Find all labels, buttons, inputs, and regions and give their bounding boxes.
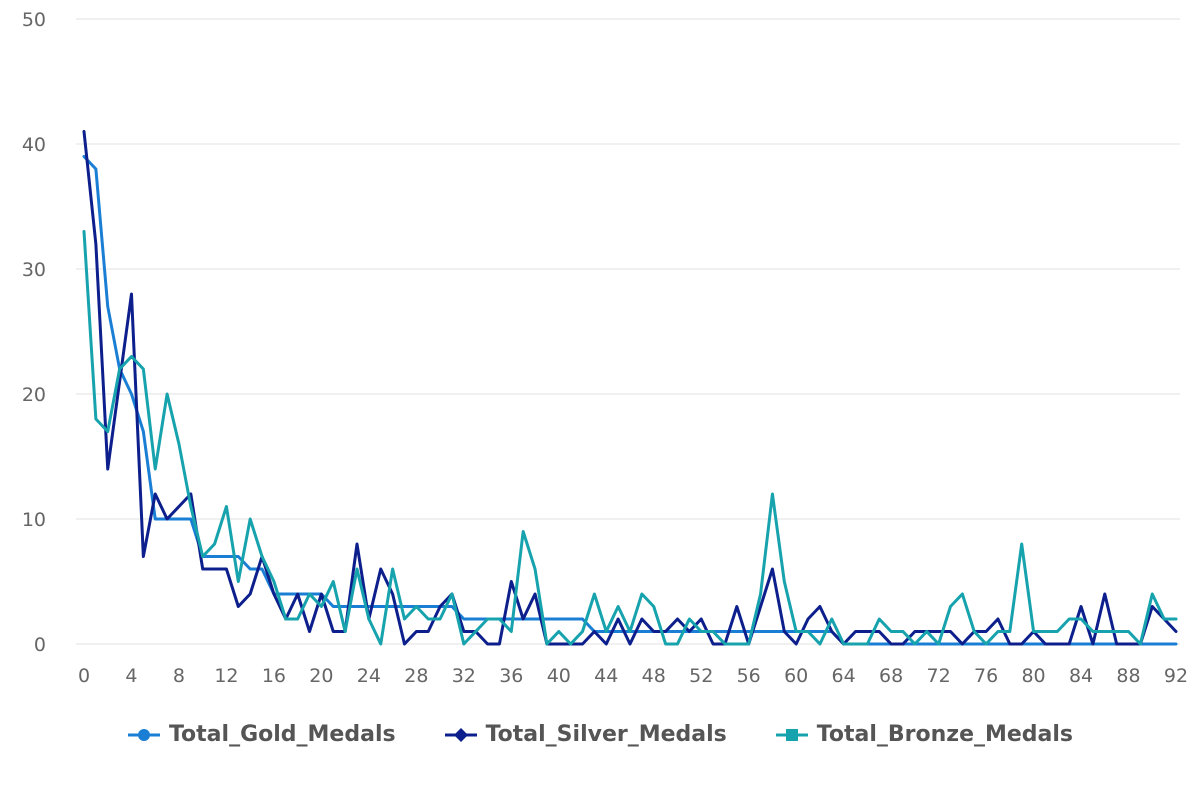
series-line-total-bronze-medals — [82, 230, 1178, 646]
y-tick-label: 20 — [22, 384, 46, 406]
x-tick-label: 48 — [642, 665, 666, 687]
x-tick-label: 60 — [784, 665, 808, 687]
y-tick-label: 0 — [34, 634, 46, 656]
legend-item-total-silver-medals[interactable]: Total_Silver_Medals — [444, 722, 727, 747]
x-tick-label: 16 — [262, 665, 286, 687]
x-tick-label: 68 — [879, 665, 903, 687]
y-axis-ticks: 0 10 20 30 40 50 — [22, 9, 46, 656]
series-line-total-gold-medals — [82, 155, 1178, 646]
legend-item-total-bronze-medals[interactable]: Total_Bronze_Medals — [775, 722, 1073, 747]
series-line-total-silver-medals — [82, 130, 1178, 646]
x-tick-label: 52 — [689, 665, 713, 687]
y-tick-label: 30 — [22, 259, 46, 281]
x-tick-label: 64 — [832, 665, 856, 687]
x-tick-label: 80 — [1021, 665, 1045, 687]
series-layer — [82, 130, 1178, 646]
grid-layer — [76, 18, 1180, 645]
circle-marker-icon — [127, 728, 160, 741]
legend: Total_Gold_Medals Total_Silver_Medals Tota… — [0, 722, 1200, 747]
legend-label: Total_Silver_Medals — [485, 722, 727, 747]
x-tick-label: 4 — [125, 665, 137, 687]
y-tick-label: 40 — [22, 134, 46, 156]
x-tick-label: 36 — [499, 665, 523, 687]
x-tick-label: 32 — [452, 665, 476, 687]
x-tick-label: 0 — [78, 665, 90, 687]
x-tick-label: 56 — [737, 665, 761, 687]
x-tick-label: 88 — [1116, 665, 1140, 687]
diamond-marker-icon — [444, 727, 477, 742]
x-tick-label: 92 — [1164, 665, 1188, 687]
x-tick-label: 8 — [173, 665, 185, 687]
x-tick-label: 72 — [927, 665, 951, 687]
square-marker-icon — [775, 728, 808, 741]
x-tick-label: 28 — [404, 665, 428, 687]
y-tick-label: 50 — [22, 9, 46, 31]
legend-label: Total_Bronze_Medals — [816, 722, 1074, 747]
x-tick-label: 24 — [357, 665, 381, 687]
legend-item-total-gold-medals[interactable]: Total_Gold_Medals — [127, 722, 396, 747]
x-axis-ticks: 0 4 8 12 16 20 24 28 32 36 40 44 48 52 56 60 64 68 72 76 80 8… — [78, 665, 1188, 687]
x-tick-label: 76 — [974, 665, 998, 687]
legend-label: Total_Gold_Medals — [168, 722, 396, 747]
x-tick-label: 84 — [1069, 665, 1093, 687]
x-tick-label: 12 — [214, 665, 238, 687]
y-tick-label: 10 — [22, 509, 46, 531]
x-tick-label: 40 — [547, 665, 571, 687]
x-tick-label: 44 — [594, 665, 618, 687]
x-tick-label: 20 — [309, 665, 333, 687]
